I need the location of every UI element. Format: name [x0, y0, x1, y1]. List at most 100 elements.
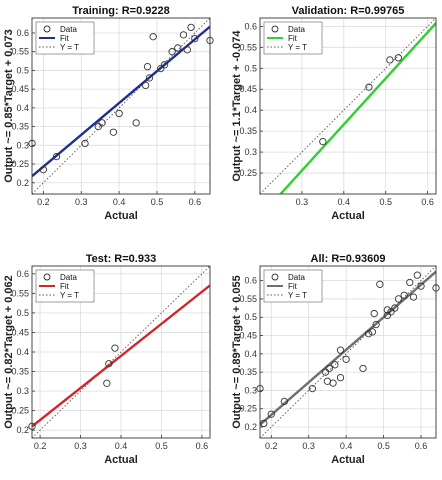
x-tick-label: 0.6: [196, 441, 209, 451]
legend-label: Fit: [288, 34, 298, 43]
legend-label: Data: [60, 273, 77, 282]
x-tick-label: 0.4: [115, 441, 128, 451]
legend-label: Data: [60, 25, 77, 34]
data-point: [331, 361, 339, 369]
y-tick-label: 0.4: [16, 103, 29, 113]
y-tick-label: 0.6: [244, 276, 257, 286]
y-tick-label: 0.45: [239, 84, 257, 94]
axes-frame: [31, 17, 211, 195]
x-tick-label: 0.2: [265, 441, 278, 451]
y-tick-label: 0.45: [239, 331, 257, 341]
axes-frame: [259, 17, 437, 195]
x-axis-label: Actual: [331, 210, 365, 222]
legend-data-marker: [271, 25, 279, 33]
x-tick-label: 0.5: [379, 197, 392, 207]
legend-label: Y = T: [60, 291, 79, 300]
identity-line: [260, 266, 436, 438]
y-tick-label: 0.5: [244, 63, 257, 73]
legend-label: Fit: [60, 34, 70, 43]
data-point: [342, 355, 350, 363]
legend-label: Y = T: [60, 43, 79, 52]
data-point: [376, 280, 384, 288]
data-point: [149, 33, 157, 41]
legend-label: Y = T: [288, 291, 307, 300]
panel-title: Test: R=0.933: [86, 253, 156, 265]
y-axis-label: Output ~= 0.85*Target + 0.073: [3, 29, 15, 183]
y-tick-label: 0.4: [244, 349, 257, 359]
y-tick-label: 0.4: [16, 347, 29, 357]
data-point: [391, 304, 399, 312]
panel-title: Training: R=0.9228: [72, 5, 170, 17]
legend-label: Fit: [288, 282, 298, 291]
y-tick-label: 0.2: [16, 425, 29, 435]
y-tick-label: 0.3: [16, 386, 29, 396]
x-tick-label: 0.3: [302, 441, 315, 451]
panel-title: Validation: R=0.99765: [292, 5, 405, 17]
legend-label: Data: [288, 273, 305, 282]
x-tick-label: 0.4: [113, 197, 126, 207]
data-point: [157, 64, 165, 73]
data-point: [308, 384, 317, 393]
data-point: [115, 109, 123, 118]
x-tick-label: 0.3: [296, 197, 309, 207]
x-tick-label: 0.5: [151, 197, 164, 207]
y-tick-label: 0.25: [11, 406, 29, 416]
y-tick-label: 0.55: [239, 42, 257, 52]
data-point: [174, 44, 182, 52]
y-tick-label: 0.35: [11, 367, 29, 377]
data-point: [400, 291, 408, 299]
y-tick-label: 0.45: [11, 327, 29, 337]
x-tick-label: 0.4: [340, 441, 353, 451]
fit-line: [278, 22, 436, 194]
y-axis-label: Output ~= 0.82*Target + 0.062: [3, 275, 15, 429]
y-tick-label: 0.4: [244, 105, 257, 115]
data-point: [98, 119, 106, 127]
panel-title: All: R=0.93609: [311, 253, 386, 265]
data-point: [336, 346, 345, 354]
legend-label: Data: [288, 25, 305, 34]
axes-frame: [31, 265, 211, 439]
data-point: [387, 308, 395, 316]
x-tick-label: 0.2: [34, 441, 47, 451]
data-point: [143, 63, 152, 71]
data-point: [368, 328, 376, 336]
y-tick-label: 0.25: [239, 404, 257, 414]
y-tick-label: 0.35: [239, 126, 257, 136]
data-point: [394, 295, 403, 303]
data-point: [187, 23, 195, 32]
data-point: [413, 271, 421, 279]
data-point: [105, 360, 113, 368]
identity-line: [260, 18, 436, 194]
data-point: [191, 34, 199, 43]
panel-2: 0.3 0.4 0.5 0.6 0.25 0.3 0.35 0.4 0.45 0.5 0.55 0.6…: [231, 5, 437, 222]
x-tick-label: 0.6: [421, 197, 434, 207]
data-point: [359, 364, 367, 373]
x-tick-label: 0.5: [377, 441, 390, 451]
fit-line: [32, 284, 210, 428]
data-point: [260, 419, 268, 428]
data-point: [319, 137, 327, 146]
data-point: [39, 166, 48, 174]
data-point: [383, 311, 391, 320]
data-point: [132, 119, 140, 127]
y-tick-label: 0.6: [16, 269, 29, 279]
x-tick-label: 0.2: [37, 197, 50, 207]
fit-line: [32, 25, 210, 178]
legend-data-marker: [271, 273, 279, 281]
data-point: [183, 46, 191, 54]
data-point: [329, 379, 337, 387]
data-point: [386, 56, 394, 64]
data-point: [103, 379, 111, 387]
data-point: [365, 83, 373, 91]
y-tick-label: 0.3: [244, 385, 257, 395]
data-point: [417, 282, 425, 290]
data-point: [168, 48, 176, 56]
y-tick-label: 0.35: [239, 367, 257, 377]
data-point: [321, 368, 330, 376]
data-point: [336, 373, 345, 382]
legend-label: Y = T: [288, 43, 307, 52]
